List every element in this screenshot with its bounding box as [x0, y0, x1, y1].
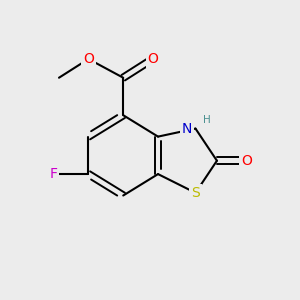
Text: O: O [241, 154, 252, 168]
Text: O: O [83, 52, 94, 66]
Text: F: F [50, 167, 58, 181]
Text: N: N [182, 122, 192, 136]
Text: H: H [203, 115, 211, 125]
Text: O: O [147, 52, 158, 66]
Text: S: S [191, 186, 200, 200]
